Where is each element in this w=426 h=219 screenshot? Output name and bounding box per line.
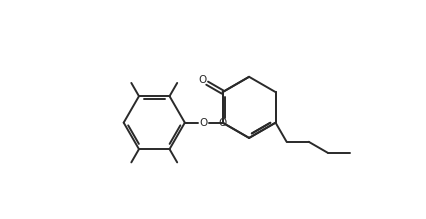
- Text: O: O: [200, 118, 208, 128]
- Text: O: O: [198, 75, 206, 85]
- Text: O: O: [219, 118, 227, 128]
